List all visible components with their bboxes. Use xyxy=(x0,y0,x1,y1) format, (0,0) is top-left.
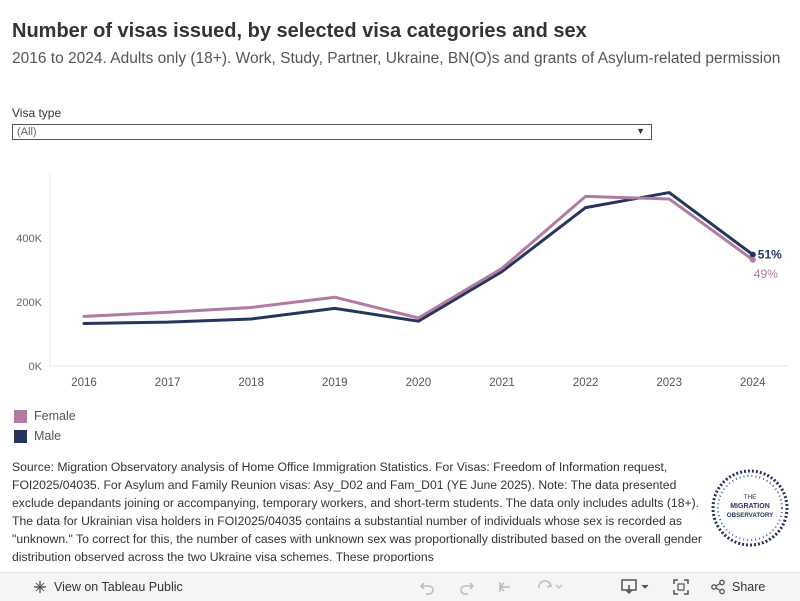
migration-observatory-logo: THE MIGRATION OBSERVATORY xyxy=(711,469,789,547)
chart-legend: Female Male xyxy=(14,406,76,446)
logo-text-observatory: OBSERVATORY xyxy=(727,512,774,519)
view-on-tableau-public-link[interactable]: View on Tableau Public xyxy=(32,579,183,595)
y-tick-label: 400K xyxy=(16,233,42,245)
chart-labels: 49%51% xyxy=(754,248,782,281)
share-button[interactable]: Share xyxy=(710,579,765,595)
tableau-logo-icon xyxy=(34,581,46,593)
chart-subtitle: 2016 to 2024. Adults only (18+). Work, S… xyxy=(12,50,781,67)
x-tick-label: 2022 xyxy=(573,377,599,389)
series-endpoint-female xyxy=(749,256,756,263)
series-line-female[interactable] xyxy=(82,194,755,320)
logo-text-migration: MIGRATION xyxy=(730,503,770,510)
legend-swatch-male xyxy=(14,429,27,443)
redo-icon[interactable] xyxy=(458,578,476,596)
x-tick-label: 2018 xyxy=(238,377,264,389)
legend-item-male[interactable]: Male xyxy=(14,426,76,446)
revert-icon[interactable] xyxy=(496,578,514,596)
end-label-male: 51% xyxy=(758,248,782,262)
y-tick-label: 200K xyxy=(16,297,42,309)
chart-axes: 0K 200K 400K 2016 2017 2018 2019 2020 2021 2022 20… xyxy=(16,174,788,389)
visa-type-selected-value: (All) xyxy=(17,126,37,138)
legend-item-female[interactable]: Female xyxy=(14,406,76,426)
visa-type-dropdown[interactable]: (All) ▼ xyxy=(12,124,652,140)
visa-type-filter-label: Visa type xyxy=(12,106,62,120)
source-note: Source: Migration Observatory analysis o… xyxy=(12,460,702,562)
x-tick-label: 2017 xyxy=(155,377,181,389)
x-tick-label: 2021 xyxy=(489,377,515,389)
legend-swatch-female xyxy=(14,409,27,423)
download-icon[interactable] xyxy=(620,578,652,596)
series-line-male[interactable] xyxy=(82,191,755,325)
x-tick-label: 2016 xyxy=(71,377,97,389)
y-tick-label: 0K xyxy=(29,361,43,373)
share-label: Share xyxy=(732,580,766,594)
undo-icon[interactable] xyxy=(418,578,436,596)
refresh-icon[interactable] xyxy=(536,578,564,596)
chart-series[interactable] xyxy=(82,191,756,325)
end-label-female: 49% xyxy=(754,267,778,281)
line-chart[interactable]: 0K 200K 400K 2016 2017 2018 2019 2020 2021 2022 20… xyxy=(0,160,800,400)
x-tick-label: 2019 xyxy=(322,377,348,389)
dropdown-arrow-icon: ▼ xyxy=(636,126,645,136)
fullscreen-icon[interactable] xyxy=(672,578,690,596)
series-endpoint-male xyxy=(749,251,756,258)
x-tick-label: 2024 xyxy=(740,377,766,389)
chart-title: Number of visas issued, by selected visa… xyxy=(12,20,587,42)
legend-label-female: Female xyxy=(34,409,76,423)
legend-label-male: Male xyxy=(34,429,62,443)
logo-text-the: THE xyxy=(744,494,758,501)
x-tick-label: 2023 xyxy=(656,377,682,389)
view-on-tableau-public-label: View on Tableau Public xyxy=(54,580,183,594)
x-tick-label: 2020 xyxy=(406,377,432,389)
share-icon xyxy=(711,579,725,595)
tableau-toolbar: View on Tableau Public Share xyxy=(0,572,800,601)
